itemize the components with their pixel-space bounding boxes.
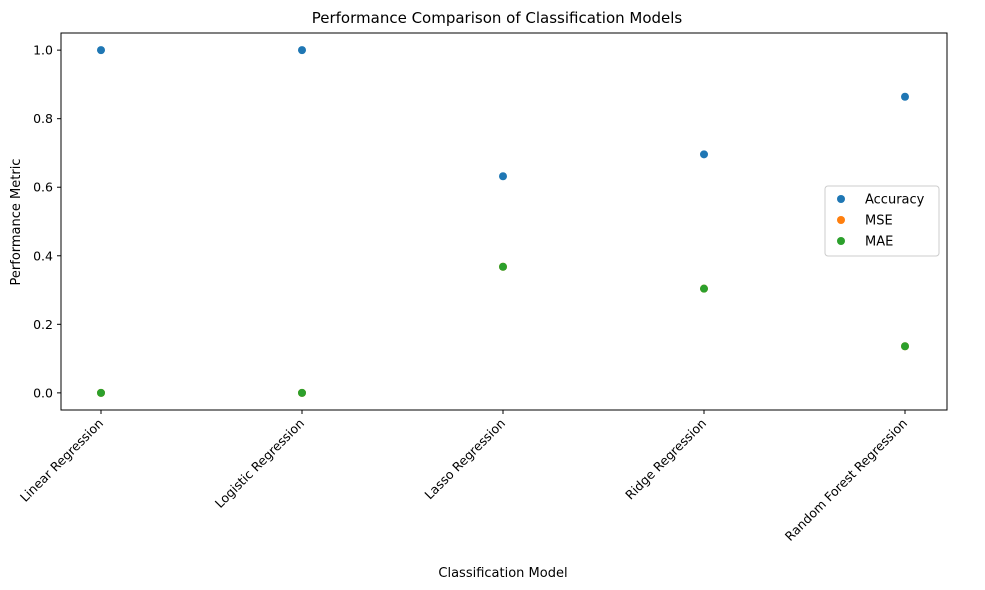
legend: Accuracy MSE MAE [824, 185, 940, 257]
plot-frame [60, 32, 948, 411]
x-tick-label: Lasso Regression [421, 416, 508, 503]
data-point-accuracy [700, 150, 708, 159]
y-tick-label: 0.0 [33, 385, 53, 400]
legend-box [824, 185, 940, 257]
legend-marker [837, 216, 845, 224]
y-axis: 0.0 0.2 0.4 0.6 0.8 1.0 [33, 43, 61, 400]
legend-label: Accuracy [865, 193, 925, 208]
legend-label: MAE [865, 235, 893, 250]
y-axis-label: Performance Metric [9, 159, 24, 286]
y-tick-label: 0.6 [33, 180, 53, 195]
data-point-accuracy [97, 46, 105, 55]
data-point-accuracy [298, 46, 306, 55]
x-axis-label: Classification Model [438, 566, 567, 581]
legend-label: MSE [865, 214, 893, 229]
x-axis: Linear Regression Logistic Regression Lass… [17, 410, 910, 544]
data-point-mae [700, 284, 708, 293]
legend-marker [837, 237, 845, 245]
x-tick-label: Logistic Regression [212, 416, 307, 511]
data-point-mae [298, 388, 306, 397]
x-tick-label: Random Forest Regression [782, 416, 910, 544]
data-point-accuracy [901, 92, 909, 101]
y-tick-label: 0.4 [33, 248, 53, 263]
data-point-mae [499, 262, 507, 271]
x-tick-label: Ridge Regression [622, 416, 709, 503]
data-point-mae [901, 342, 909, 351]
y-tick-label: 1.0 [33, 43, 53, 58]
y-tick-label: 0.8 [33, 111, 53, 126]
chart-title: Performance Comparison of Classification… [312, 9, 683, 27]
legend-marker [837, 195, 845, 203]
x-tick-label: Linear Regression [17, 416, 106, 505]
data-point-accuracy [499, 172, 507, 181]
y-tick-label: 0.2 [33, 317, 53, 332]
data-points [97, 46, 909, 397]
data-point-mae [97, 388, 105, 397]
